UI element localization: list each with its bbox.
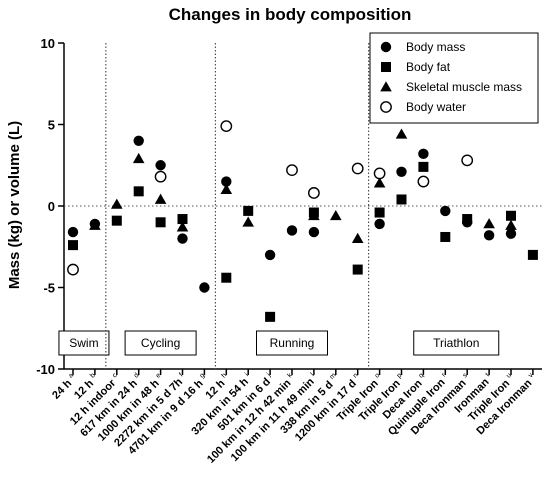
legend-label: Body fat: [406, 60, 451, 74]
data-point: [176, 221, 189, 232]
legend-item: Body fat: [381, 60, 451, 74]
data-point: [374, 207, 385, 218]
data-point: [418, 161, 429, 172]
data-point: [483, 230, 495, 241]
section-label: Running: [270, 336, 315, 350]
data-point: [133, 186, 144, 197]
section-box: Swim: [58, 330, 110, 356]
data-point: [68, 240, 78, 251]
data-point: [199, 282, 210, 293]
data-point: [242, 216, 254, 227]
data-point: [264, 249, 276, 261]
data-point: [308, 209, 320, 221]
legend-marker: [380, 101, 392, 113]
data-point: [351, 232, 364, 243]
data-point: [308, 226, 320, 238]
data-point: [373, 167, 386, 180]
data-point: [351, 162, 364, 175]
section-box-frame: [124, 330, 197, 356]
series-body-fat: [68, 161, 538, 322]
legend-label: Body mass: [406, 40, 465, 54]
data-point: [133, 135, 144, 146]
data-point: [440, 205, 451, 217]
data-point: [395, 128, 408, 139]
y-tick-label: -10: [36, 362, 55, 377]
data-point: [286, 225, 298, 236]
data-point: [418, 148, 429, 160]
data-point: [243, 205, 254, 216]
data-point: [440, 231, 451, 242]
data-point: [177, 233, 188, 244]
series-body-mass: [67, 135, 517, 293]
data-point: [286, 164, 298, 177]
data-point: [89, 218, 101, 230]
data-point: [373, 177, 386, 188]
data-point: [483, 218, 495, 229]
legend-frame: [369, 32, 539, 124]
data-point: [461, 154, 474, 167]
data-point: [374, 218, 385, 230]
section-box-frame: [413, 330, 500, 356]
y-axis-label: Mass (kg) or volume (L): [6, 121, 23, 289]
data-point: [396, 194, 407, 205]
data-point: [506, 210, 516, 221]
section-box: Cycling: [124, 330, 197, 356]
legend-item: Body mass: [380, 40, 465, 54]
data-point: [352, 264, 363, 275]
section-box: Triathlon: [413, 330, 500, 356]
data-point: [154, 193, 167, 204]
legend-label: Body water: [406, 100, 466, 114]
data-point: [505, 219, 517, 230]
data-point: [505, 228, 517, 239]
data-point: [527, 249, 538, 260]
data-point: [220, 183, 233, 195]
section-label: Triathlon: [433, 336, 479, 350]
legend-item: Skeletal muscle mass: [380, 80, 522, 94]
section-box-frame: [58, 330, 110, 356]
data-point: [155, 217, 166, 228]
series-skeletal-muscle-mass: [89, 128, 517, 243]
data-point: [132, 152, 145, 164]
y-tick-label: 0: [48, 199, 55, 214]
y-tick-label: 10: [41, 36, 55, 51]
legend: Body mass Body fat Skeletal muscle mass Bod…: [369, 32, 539, 124]
data-point: [111, 198, 123, 209]
data-point: [265, 311, 276, 322]
data-point: [154, 170, 167, 183]
section-label: Cycling: [141, 336, 180, 350]
data-point: [111, 215, 122, 226]
data-point: [221, 176, 232, 187]
data-point: [67, 263, 79, 276]
data-point: [155, 160, 166, 171]
data-point: [67, 226, 79, 238]
legend-marker: [380, 41, 392, 53]
section-box-frame: [256, 330, 328, 356]
data-point: [221, 272, 232, 283]
legend-label: Skeletal muscle mass: [406, 80, 522, 94]
y-tick-label: 5: [48, 118, 55, 133]
data-point: [417, 175, 430, 188]
data-point: [396, 166, 407, 177]
section-label: Swim: [69, 336, 98, 350]
y-tick-label: -5: [43, 281, 55, 296]
legend-item: Body water: [380, 100, 466, 114]
chart-title: Changes in body composition: [169, 5, 412, 24]
legend-marker: [380, 81, 392, 92]
series-body-water: [67, 120, 474, 276]
data-point: [177, 214, 188, 225]
data-point: [462, 217, 473, 228]
section-box: Running: [256, 330, 328, 356]
legend-marker: [381, 62, 391, 72]
data-point: [220, 120, 233, 133]
data-point: [330, 209, 342, 221]
data-point: [307, 187, 320, 199]
